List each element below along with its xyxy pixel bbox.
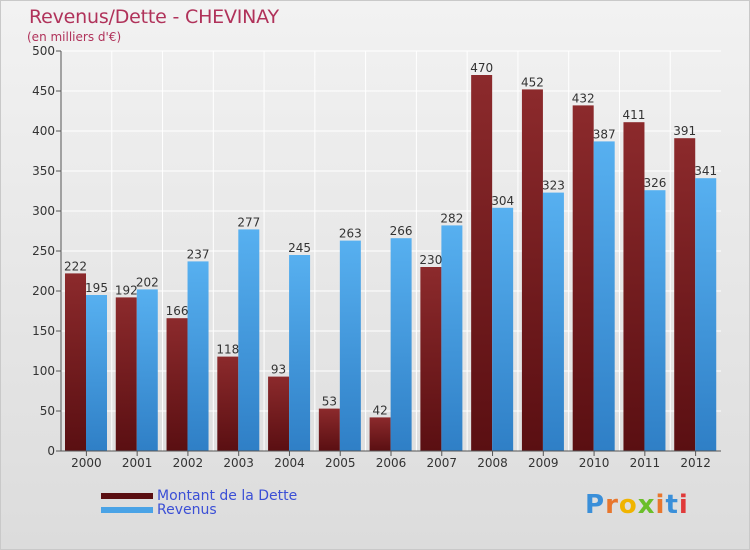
y-tick-label: 100: [32, 364, 55, 378]
bar-dette: [115, 297, 137, 451]
x-tick-label: 2012: [680, 456, 711, 470]
data-label-revenus: 323: [542, 179, 565, 193]
legend-item-revenus: Revenus: [101, 502, 217, 518]
x-tick-label: 2002: [173, 456, 204, 470]
logo-letter: t: [665, 490, 679, 520]
legend-item-dette: Montant de la Dette: [101, 488, 297, 504]
x-tick-label: 2001: [122, 456, 153, 470]
data-label-dette: 432: [572, 91, 595, 105]
x-tick-label: 2008: [477, 456, 508, 470]
y-tick-label: 50: [40, 404, 55, 418]
bar-dette: [572, 105, 594, 452]
axis-layer: 0 50 100 150 200 250 300 350 400 450 500 2000 2001 20…: [32, 44, 721, 470]
y-tick-label: 300: [32, 204, 55, 218]
bar-revenus: [289, 255, 311, 451]
data-label-revenus: 195: [85, 281, 108, 295]
data-label-revenus: 387: [593, 127, 616, 141]
x-tick-label: 2003: [223, 456, 254, 470]
x-tick-label: 2009: [528, 456, 559, 470]
x-tick-label: 2004: [274, 456, 305, 470]
bar-dette: [674, 138, 696, 451]
x-tick-label: 2010: [579, 456, 610, 470]
bar-dette: [166, 318, 188, 451]
data-label-dette: 411: [623, 108, 646, 122]
data-label-revenus: 277: [237, 215, 260, 229]
y-tick-label: 400: [32, 124, 55, 138]
data-label-dette: 391: [673, 124, 696, 138]
logo-letter: i: [655, 490, 666, 520]
data-label-revenus: 304: [491, 194, 514, 208]
legend-label-revenus: Revenus: [157, 502, 217, 518]
x-tick-label: 2011: [630, 456, 661, 470]
y-tick-label: 150: [32, 324, 55, 338]
data-label-dette: 93: [271, 363, 286, 377]
x-tick-label: 2000: [71, 456, 102, 470]
y-tick-label: 200: [32, 284, 55, 298]
logo-letter: P: [585, 490, 606, 520]
bar-layer: [65, 75, 717, 452]
bar-revenus: [187, 261, 209, 451]
bar-dette: [623, 122, 645, 451]
data-label-dette: 230: [419, 253, 442, 267]
y-tick-label: 0: [47, 444, 55, 458]
data-label-dette: 470: [470, 61, 493, 75]
data-label-dette: 452: [521, 75, 544, 89]
bar-revenus: [492, 207, 514, 451]
data-label-revenus: 263: [339, 227, 362, 241]
legend-label-dette: Montant de la Dette: [157, 488, 298, 504]
y-tick-label: 450: [32, 84, 55, 98]
data-label-revenus: 282: [440, 211, 463, 225]
data-label-dette: 53: [322, 395, 337, 409]
x-tick-label: 2006: [376, 456, 407, 470]
proxiti-logo: Proxiti: [585, 490, 689, 520]
bar-revenus: [644, 190, 666, 451]
x-tick-label: 2005: [325, 456, 356, 470]
chart-subtitle: (en milliers d'€): [27, 30, 122, 44]
logo-letter: r: [605, 490, 619, 520]
bar-revenus: [86, 295, 107, 451]
chart-title: Revenus/Dette - CHEVINAY: [29, 6, 279, 28]
bar-dette: [268, 376, 290, 451]
data-label-dette: 192: [115, 283, 138, 297]
bar-revenus: [441, 225, 463, 451]
bar-dette: [471, 75, 493, 451]
data-label-revenus: 341: [694, 164, 717, 178]
data-label-revenus: 266: [390, 224, 413, 238]
data-label-dette: 222: [64, 259, 87, 273]
bar-dette: [521, 89, 543, 452]
bar-revenus: [593, 141, 615, 451]
data-label-dette: 118: [216, 343, 239, 357]
bar-revenus: [390, 238, 412, 451]
logo-letter: x: [637, 490, 656, 520]
bar-revenus: [238, 229, 260, 451]
bar-dette: [65, 273, 86, 451]
logo-letter: i: [678, 490, 689, 520]
data-label-revenus: 326: [644, 176, 667, 190]
bar-dette: [318, 408, 340, 451]
data-label-dette: 166: [166, 304, 189, 318]
bar-dette: [369, 417, 391, 451]
bar-revenus: [339, 240, 361, 451]
data-label-revenus: 202: [136, 275, 159, 289]
data-label-dette: 42: [372, 403, 387, 417]
y-tick-label: 250: [32, 244, 55, 258]
bar-revenus: [542, 192, 564, 451]
logo-letter: o: [618, 490, 638, 520]
y-tick-label: 500: [32, 44, 55, 58]
legend-swatch-dette: [101, 493, 153, 499]
bar-revenus: [695, 178, 717, 451]
data-label-revenus: 245: [288, 241, 311, 255]
data-label-revenus: 237: [187, 247, 210, 261]
y-tick-label: 350: [32, 164, 55, 178]
bar-revenus: [136, 289, 158, 451]
legend-swatch-revenus: [101, 507, 153, 513]
bar-dette: [420, 267, 442, 451]
bar-dette: [217, 356, 239, 451]
x-tick-label: 2007: [426, 456, 457, 470]
